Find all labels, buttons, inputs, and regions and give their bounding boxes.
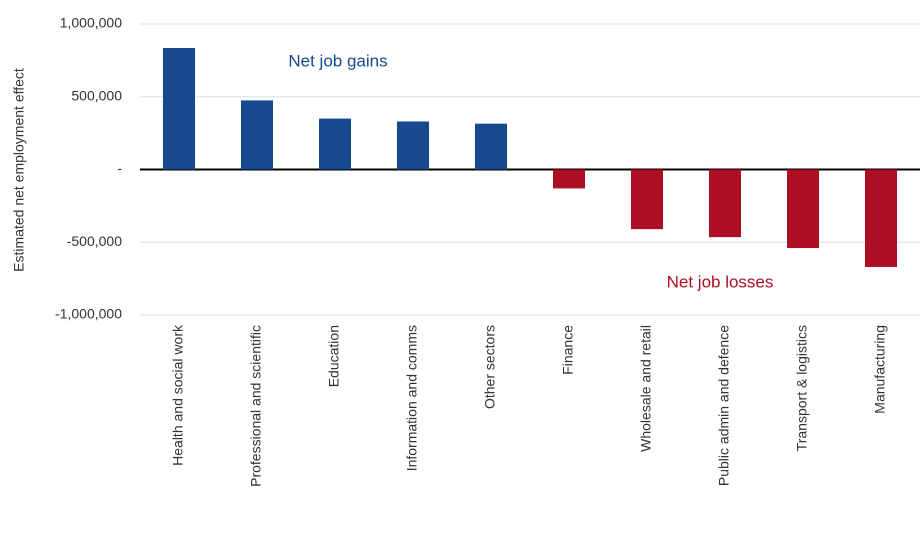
bar xyxy=(475,123,507,170)
bar xyxy=(163,48,195,170)
x-tick-label: Professional and scientific xyxy=(248,325,264,487)
annotation: Net job losses xyxy=(667,272,774,291)
x-tick-label: Education xyxy=(326,325,342,387)
x-tick-label: Public admin and defence xyxy=(716,325,732,486)
x-tick-label: Information and comms xyxy=(404,325,420,471)
bar xyxy=(319,118,351,170)
y-tick-label: - xyxy=(117,160,122,176)
bar xyxy=(709,169,741,238)
bar xyxy=(787,169,819,249)
bar xyxy=(397,121,429,170)
y-tick-label: 1,000,000 xyxy=(60,15,122,31)
x-tick-label: Manufacturing xyxy=(872,325,888,414)
y-tick-label: -500,000 xyxy=(67,233,122,249)
x-tick-label: Health and social work xyxy=(170,324,186,466)
y-axis-title: Estimated net employment effect xyxy=(11,68,27,272)
x-tick-label: Finance xyxy=(560,325,576,375)
x-tick-label: Wholesale and retail xyxy=(638,325,654,452)
bar xyxy=(865,169,897,267)
y-tick-label: 500,000 xyxy=(71,87,122,103)
x-tick-label: Transport & logistics xyxy=(794,325,810,451)
y-tick-label: -1,000,000 xyxy=(55,306,122,322)
bar xyxy=(631,169,663,230)
annotation: Net job gains xyxy=(288,51,387,70)
bar xyxy=(553,169,585,189)
x-tick-label: Other sectors xyxy=(482,325,498,409)
bar xyxy=(241,100,273,170)
